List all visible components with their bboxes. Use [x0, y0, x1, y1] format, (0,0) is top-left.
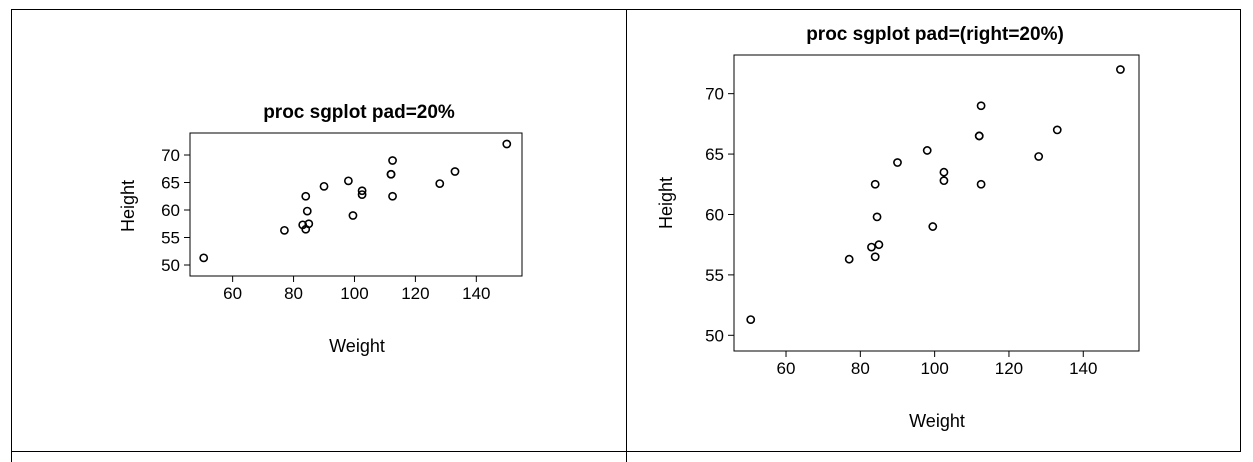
data-point	[280, 225, 289, 235]
data-point	[1034, 152, 1044, 161]
y-tick-label: 60	[161, 201, 180, 220]
data-point	[386, 169, 396, 179]
y-axis: 50 55 60 65 70	[161, 146, 190, 275]
scatter-points	[199, 139, 512, 263]
data-point	[939, 167, 949, 177]
data-point	[357, 190, 367, 199]
x-tick-label: 80	[284, 284, 303, 303]
data-point	[319, 181, 329, 191]
y-tick-label: 65	[161, 174, 180, 193]
plot-area	[733, 54, 1140, 352]
x-tick-label: 140	[462, 284, 490, 303]
data-point	[870, 179, 880, 189]
scatter-points	[746, 65, 1125, 324]
data-point	[746, 315, 756, 324]
x-tick-label: 100	[920, 359, 948, 378]
data-point	[922, 146, 932, 155]
data-point	[874, 240, 884, 250]
y-tick-label: 70	[161, 146, 180, 165]
y-tick-label: 65	[705, 145, 724, 164]
x-tick-label: 60	[223, 284, 242, 303]
data-point	[435, 179, 445, 188]
y-tick-label: 70	[705, 85, 724, 104]
y-tick-label: 50	[705, 326, 724, 345]
data-point	[893, 158, 902, 167]
data-point	[502, 139, 512, 149]
x-tick-label: 120	[995, 359, 1023, 378]
data-point	[348, 211, 358, 220]
data-point	[304, 219, 314, 229]
data-point	[928, 222, 938, 231]
x-tick-label: 140	[1069, 359, 1097, 378]
data-point	[357, 186, 367, 196]
y-tick-label: 55	[161, 229, 180, 248]
data-point	[301, 191, 311, 201]
x-axis: 60 80 100 120 140	[777, 351, 1097, 378]
data-point	[974, 131, 984, 141]
chart-title: proc sgplot pad=(right=20%)	[806, 24, 1064, 45]
data-point	[867, 242, 876, 252]
chart-panel-left: proc sgplot pad=20% 60 80 100 120 140 50 55 60…	[118, 102, 523, 356]
data-point	[872, 212, 882, 222]
data-point	[976, 179, 986, 189]
plot-area	[189, 132, 523, 277]
y-tick-label: 50	[161, 256, 180, 275]
data-point	[199, 253, 209, 263]
data-point	[976, 101, 986, 111]
y-tick-label: 60	[705, 205, 724, 224]
x-tick-label: 100	[340, 284, 368, 303]
data-point	[1116, 65, 1125, 74]
x-tick-label: 80	[851, 359, 870, 378]
y-axis-label: Height	[656, 177, 676, 229]
x-axis-label: Weight	[329, 336, 385, 356]
y-axis-label: Height	[118, 180, 138, 232]
data-point	[1052, 125, 1062, 135]
data-point	[844, 254, 854, 264]
x-tick-label: 120	[401, 284, 429, 303]
data-point	[939, 176, 949, 186]
x-axis-label: Weight	[909, 411, 965, 431]
data-point	[450, 167, 460, 176]
y-axis: 50 55 60 65 70	[705, 85, 734, 345]
chart-panel-right: proc sgplot pad=(right=20%) 60 80 100 120 14…	[656, 24, 1140, 431]
table-frame	[11, 9, 1241, 462]
x-axis: 60 80 100 120 140	[223, 276, 490, 303]
data-point	[870, 252, 880, 262]
chart-title: proc sgplot pad=20%	[263, 102, 455, 123]
data-point	[388, 156, 397, 165]
x-tick-label: 60	[777, 359, 796, 378]
data-point	[388, 191, 397, 201]
data-point	[302, 206, 312, 216]
data-point	[343, 176, 353, 186]
y-tick-label: 55	[705, 266, 724, 285]
